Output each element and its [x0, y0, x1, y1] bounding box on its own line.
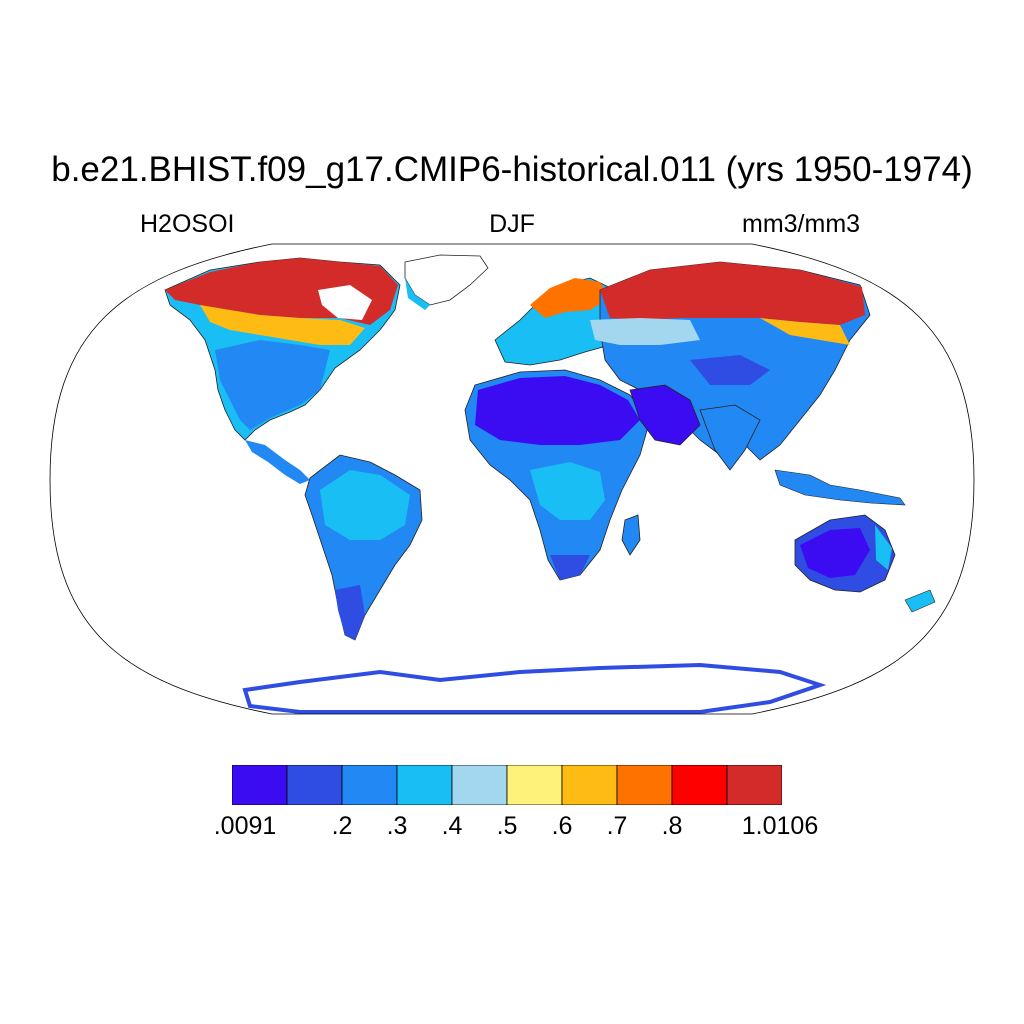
region-india — [699, 404, 761, 471]
region-amazon — [320, 470, 410, 540]
colorbar-tick-label: .7 — [606, 812, 628, 840]
colorbar-tick-label: 1.0106 — [741, 812, 819, 840]
colorbar-swatch — [616, 765, 673, 805]
region-arabia — [629, 384, 701, 446]
plot-title: b.e21.BHIST.f09_g17.CMIP6-historical.011… — [51, 150, 973, 189]
region-south-africa — [550, 555, 590, 580]
colorbar-swatch — [232, 765, 288, 805]
colorbar-swatch — [286, 765, 343, 805]
region-central-asia — [590, 318, 700, 345]
region-indonesia — [774, 469, 906, 506]
colorbar-swatch — [451, 765, 508, 805]
colorbar-swatch — [671, 765, 728, 805]
colorbar-swatch — [341, 765, 398, 805]
colorbar-swatch — [506, 765, 563, 805]
region-greenland-edge — [405, 278, 430, 310]
colorbar-tick-label: .0091 — [213, 812, 277, 840]
hudson-bay — [318, 285, 372, 320]
region-canada-mid — [200, 305, 365, 345]
region-antarctica — [242, 662, 827, 714]
region-scandinavia — [530, 278, 610, 318]
season-label: DJF — [489, 210, 535, 238]
colorbar-swatch — [726, 765, 782, 805]
region-central-america — [245, 440, 310, 484]
region-siberia — [600, 262, 865, 325]
region-north-america-east — [215, 340, 330, 430]
region-australia-east — [875, 525, 892, 570]
colorbar-tick-label: .5 — [496, 812, 518, 840]
region-australia-interior — [800, 528, 870, 578]
colorbar-tick-label: .6 — [551, 812, 573, 840]
colorbar-swatch — [561, 765, 618, 805]
units-label: mm3/mm3 — [742, 210, 861, 238]
map-boundary — [49, 243, 975, 715]
region-sahara — [475, 376, 640, 445]
region-patagonia — [335, 585, 365, 640]
colorbar — [232, 765, 782, 805]
region-madagascar — [621, 514, 641, 556]
variable-label: H2OSOI — [140, 210, 235, 238]
colorbar-tick-label: .2 — [331, 812, 353, 840]
colorbar-tick-label: .8 — [661, 812, 683, 840]
region-east-siberia-yellow — [760, 318, 850, 345]
region-tibet — [690, 355, 770, 385]
soil-moisture-field — [164, 254, 936, 714]
colorbar-tick-label: .4 — [441, 812, 463, 840]
colorbar-swatch — [396, 765, 453, 805]
colorbar-tick-label: .3 — [386, 812, 408, 840]
region-new-zealand — [904, 589, 936, 613]
region-central-africa — [530, 462, 605, 520]
